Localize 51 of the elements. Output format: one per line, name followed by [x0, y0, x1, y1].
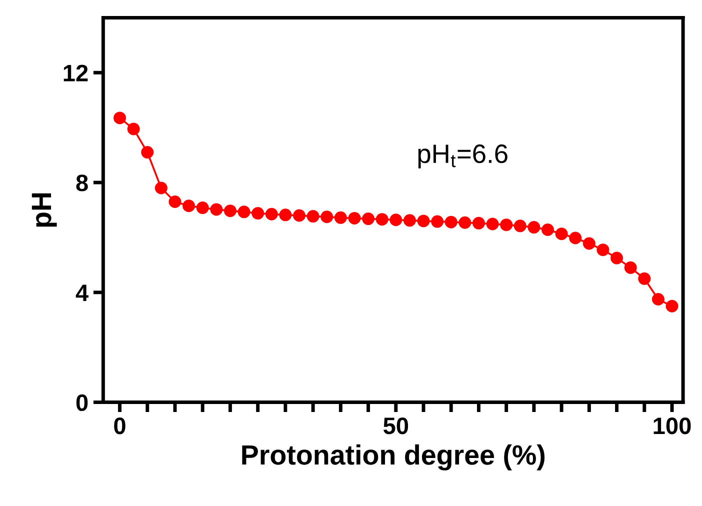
point — [624, 261, 637, 274]
point — [182, 200, 196, 212]
point — [514, 220, 526, 232]
point — [596, 244, 610, 256]
point — [252, 207, 264, 220]
x-tick-label: 50 — [383, 417, 408, 434]
point — [348, 212, 361, 224]
point — [376, 213, 388, 226]
point — [141, 146, 154, 159]
point — [265, 208, 278, 220]
y-tick-label: 0 — [76, 394, 88, 412]
point — [486, 218, 499, 230]
point — [114, 112, 126, 124]
y-tick-label: 8 — [76, 174, 88, 192]
y-tick-label: 12 — [64, 64, 88, 82]
x-tick-label: 0 — [114, 417, 126, 434]
point — [210, 203, 223, 216]
annotation: pH$_{t}$=6.6 — [418, 144, 508, 168]
point — [431, 215, 444, 228]
point — [528, 221, 540, 234]
point — [569, 232, 582, 244]
point — [390, 214, 402, 226]
y-tick-label: 4 — [76, 284, 88, 301]
x-axis-title: Protonation degree (%) — [242, 444, 545, 470]
point — [196, 202, 209, 214]
point — [320, 210, 334, 224]
point — [168, 196, 182, 208]
point — [500, 218, 513, 232]
point — [279, 208, 292, 222]
point — [417, 214, 430, 228]
point — [638, 272, 651, 285]
point — [458, 216, 472, 229]
point — [334, 211, 347, 224]
point — [652, 293, 664, 306]
point — [610, 252, 624, 264]
point — [127, 122, 140, 136]
point — [555, 228, 568, 240]
point — [362, 212, 375, 226]
point — [444, 216, 458, 228]
point — [582, 237, 596, 250]
point — [472, 216, 485, 230]
point — [292, 209, 306, 222]
point — [224, 204, 236, 218]
y-axis-title: pH — [32, 193, 57, 227]
point — [666, 300, 678, 312]
point — [238, 206, 250, 218]
point — [154, 182, 168, 194]
x-tick-label: 100 — [654, 417, 691, 434]
point — [403, 214, 416, 227]
point — [541, 224, 554, 236]
point — [306, 210, 320, 223]
